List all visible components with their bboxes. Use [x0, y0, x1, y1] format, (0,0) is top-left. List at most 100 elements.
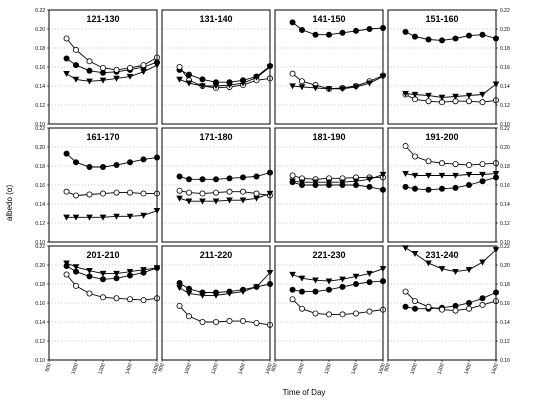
y-tick-label: 0.12	[35, 221, 45, 227]
data-point-open-circle	[352, 310, 359, 317]
data-point-triangle	[226, 290, 233, 297]
series-filled-triangle	[289, 73, 387, 93]
x-tick-label: 1000	[409, 362, 419, 375]
data-point-open-circle	[289, 70, 296, 77]
data-point-open-circle	[425, 98, 432, 105]
data-point-filled-circle	[402, 28, 409, 35]
data-point-filled-circle	[325, 31, 332, 38]
left-axes-group: 0.100.120.140.160.180.200.220.100.120.14…	[35, 8, 49, 364]
y-tick-label: 0.22	[35, 126, 45, 132]
data-point-triangle	[113, 75, 120, 82]
data-point-open-circle	[176, 187, 183, 194]
data-point-open-circle	[289, 296, 296, 303]
data-point-triangle	[72, 264, 80, 271]
data-point-triangle	[239, 288, 247, 295]
series-open-circle	[289, 296, 386, 318]
data-point-filled-circle	[312, 31, 319, 38]
data-point-triangle	[402, 170, 409, 177]
data-point-filled-circle	[465, 32, 472, 39]
data-point-filled-circle	[366, 183, 373, 190]
data-point-triangle	[325, 278, 333, 285]
panel-frame	[274, 127, 384, 243]
data-point-filled-circle	[289, 286, 296, 293]
data-point-filled-circle	[411, 185, 418, 192]
data-point-open-circle	[212, 318, 219, 325]
data-point-triangle	[176, 195, 183, 202]
series-filled-circle	[63, 150, 160, 170]
series-filled-triangle	[176, 64, 274, 90]
data-point-filled-circle	[352, 27, 359, 34]
data-point-filled-circle	[411, 305, 418, 312]
x-axis-label: Time of Day	[283, 388, 326, 397]
data-point-open-circle	[140, 190, 147, 197]
data-point-triangle	[339, 179, 346, 186]
y-tick-label: 0.14	[35, 320, 45, 326]
data-point-triangle	[402, 90, 409, 97]
y-tick-label: 0.10	[35, 122, 45, 128]
series-filled-circle	[402, 174, 499, 193]
data-point-triangle	[411, 172, 419, 179]
data-point-filled-circle	[339, 29, 346, 36]
data-point-triangle	[199, 292, 206, 299]
data-point-triangle	[199, 83, 206, 90]
data-point-triangle	[298, 275, 306, 282]
y-tick-label: 0.10	[35, 358, 45, 364]
data-point-open-circle	[113, 295, 120, 302]
series-filled-triangle	[402, 81, 500, 101]
series-open-circle	[176, 187, 273, 199]
y-tick-label: 0.12	[500, 221, 510, 227]
series-filled-circle	[289, 278, 386, 295]
y-tick-label: 0.10	[500, 122, 510, 128]
data-point-open-circle	[199, 318, 206, 325]
data-point-filled-circle	[63, 55, 70, 62]
y-tick-label: 0.16	[35, 301, 45, 307]
x-tick-label: 1600	[490, 362, 500, 375]
x-tick-label: 1600	[377, 362, 387, 375]
x-tick-label: 1200	[436, 362, 446, 375]
data-point-triangle	[425, 260, 432, 267]
data-point-triangle	[298, 84, 306, 91]
data-point-triangle	[72, 76, 80, 83]
y-tick-label: 0.14	[500, 202, 510, 208]
y-tick-label: 0.18	[35, 164, 45, 170]
data-point-open-circle	[479, 301, 486, 308]
data-point-triangle	[438, 94, 446, 101]
panel-title: 221-230	[312, 250, 345, 260]
data-point-triangle	[438, 266, 446, 273]
data-point-open-circle	[113, 66, 120, 73]
data-point-triangle	[113, 213, 120, 220]
panel-201-210: 201-210	[48, 245, 161, 361]
y-tick-label: 0.10	[500, 240, 510, 246]
x-tick-label: 1200	[323, 362, 333, 375]
series-filled-triangle	[176, 269, 274, 299]
series-line	[66, 262, 158, 275]
y-tick-label: 0.18	[500, 46, 510, 52]
series-filled-circle	[176, 169, 273, 183]
series-line	[405, 247, 497, 273]
panel-frame	[161, 127, 271, 243]
data-point-open-circle	[452, 307, 459, 314]
data-point-open-circle	[127, 296, 134, 303]
data-point-open-circle	[465, 98, 472, 105]
data-point-open-circle	[100, 190, 107, 197]
y-tick-label: 0.12	[500, 103, 510, 109]
y-tick-label: 0.20	[500, 145, 510, 151]
data-point-filled-circle	[86, 273, 93, 280]
data-point-triangle	[352, 84, 360, 91]
y-tick-label: 0.12	[35, 103, 45, 109]
y-tick-label: 0.10	[500, 358, 510, 364]
data-point-triangle	[289, 83, 296, 90]
x-tick-label: 800	[270, 362, 279, 372]
y-tick-label: 0.14	[35, 202, 45, 208]
data-point-filled-circle	[465, 181, 472, 188]
panel-title: 161-170	[86, 132, 119, 142]
panel-frame	[161, 9, 271, 125]
data-point-open-circle	[438, 160, 445, 167]
data-point-triangle	[99, 77, 107, 84]
panel-title: 151-160	[425, 14, 458, 24]
data-point-open-circle	[289, 172, 296, 179]
data-point-triangle	[289, 178, 296, 185]
data-point-open-circle	[63, 271, 70, 278]
data-point-filled-circle	[366, 25, 373, 32]
